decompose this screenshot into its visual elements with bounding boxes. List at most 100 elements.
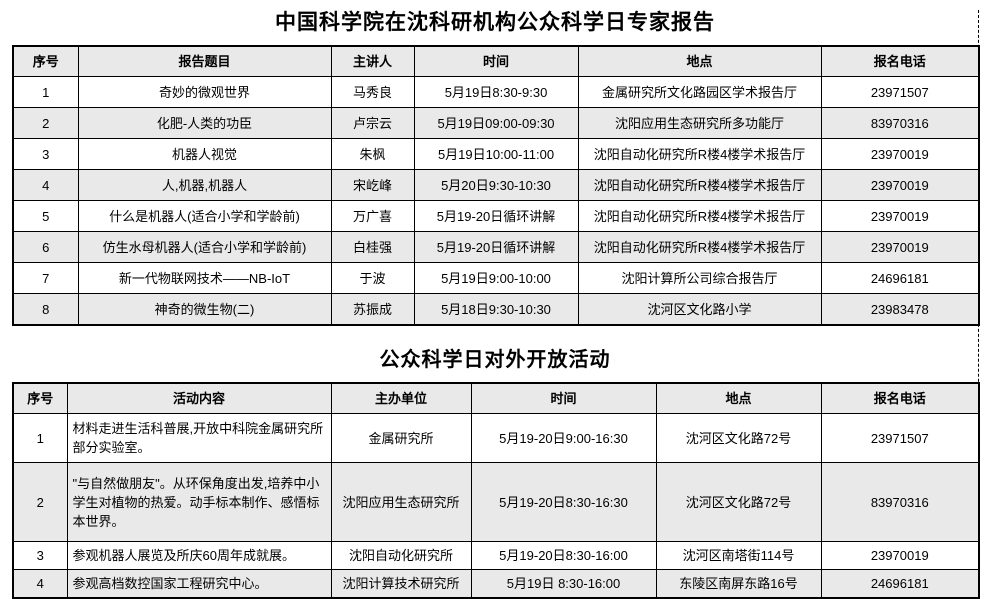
cell-phone: 23970019 [820,541,980,570]
activities-table-title: 公众科学日对外开放活动 [379,349,611,371]
cell-speaker: 朱枫 [330,138,415,170]
cell-index: 8 [12,293,79,326]
table-row: 5 什么是机器人(适合小学和学龄前) 万广喜 5月19-20日循环讲解 沈阳自动化研究所… [12,200,980,232]
header-phone: 报名电话 [820,45,980,77]
cell-organizer: 沈阳自动化研究所 [330,541,472,570]
table-row: 3 机器人视觉 朱枫 5月19日10:00-11:00 沈阳自动化研究所R楼4楼学术报告… [12,138,980,170]
cell-location: 沈河区南塔街114号 [655,541,822,570]
cell-phone: 23970019 [820,169,980,201]
header-index: 序号 [12,382,68,414]
cell-index: 6 [12,231,79,263]
cell-organizer: 沈阳计算技术研究所 [330,569,472,599]
cell-index: 3 [12,138,79,170]
cell-topic: 人,机器,机器人 [77,169,332,201]
cell-speaker: 苏振成 [330,293,415,326]
cell-organizer: 沈阳应用生态研究所 [330,462,472,542]
cell-phone: 24696181 [820,262,980,294]
cell-topic: 神奇的微生物(二) [77,293,332,326]
cell-location: 沈阳自动化研究所R楼4楼学术报告厅 [577,169,822,201]
cell-time: 5月19-20日8:30-16:00 [470,541,657,570]
cell-speaker: 万广喜 [330,200,415,232]
header-phone: 报名电话 [820,382,980,414]
cell-phone: 83970316 [820,107,980,139]
cell-location: 金属研究所文化路园区学术报告厅 [577,76,822,108]
cell-phone: 23971507 [820,76,980,108]
table-row: 2 化肥-人类的功臣 卢宗云 5月19日09:00-09:30 沈阳应用生态研究所多功能… [12,107,980,139]
cell-topic: 奇妙的微观世界 [77,76,332,108]
cell-index: 2 [12,107,79,139]
cell-index: 5 [12,200,79,232]
cell-content: "与自然做朋友"。从环保角度出发,培养中小学生对植物的热爱。动手标本制作、感悟标… [66,462,332,542]
cell-phone: 23983478 [820,293,980,326]
table-row: 4 人,机器,机器人 宋屹峰 5月20日9:30-10:30 沈阳自动化研究所R楼4楼学… [12,169,980,201]
table-row: 6 仿生水母机器人(适合小学和学龄前) 白桂强 5月19-20日循环讲解 沈阳自动化研究… [12,231,980,263]
header-time: 时间 [413,45,579,77]
cell-speaker: 白桂强 [330,231,415,263]
table-row: 1 材料走进生活科普展,开放中科院金属研究所部分实验室。 金属研究所 5月19-20日… [12,413,980,463]
cell-location: 沈阳计算所公司综合报告厅 [577,262,822,294]
cell-time: 5月19-20日9:00-16:30 [470,413,657,463]
header-content: 活动内容 [66,382,332,414]
cell-time: 5月19日9:00-10:00 [413,262,579,294]
cell-index: 7 [12,262,79,294]
header-topic: 报告题目 [77,45,332,77]
cell-speaker: 宋屹峰 [330,169,415,201]
cell-phone: 23970019 [820,200,980,232]
cell-location: 沈河区文化路小学 [577,293,822,326]
cell-topic: 化肥-人类的功臣 [77,107,332,139]
cell-speaker: 于波 [330,262,415,294]
cell-topic: 新一代物联网技术——NB-IoT [77,262,332,294]
cell-location: 沈河区文化路72号 [655,462,822,542]
cell-content: 材料走进生活科普展,开放中科院金属研究所部分实验室。 [66,413,332,463]
cell-location: 沈阳自动化研究所R楼4楼学术报告厅 [577,231,822,263]
cell-time: 5月19日8:30-9:30 [413,76,579,108]
cell-topic: 什么是机器人(适合小学和学龄前) [77,200,332,232]
cell-time: 5月20日9:30-10:30 [413,169,579,201]
cell-time: 5月19-20日循环讲解 [413,200,579,232]
cell-index: 4 [12,169,79,201]
cell-location: 东陵区南屏东路16号 [655,569,822,599]
table-row: 2 "与自然做朋友"。从环保角度出发,培养中小学生对植物的热爱。动手标本制作、感悟… [12,462,980,542]
table-row: 3 参观机器人展览及所庆60周年成就展。 沈阳自动化研究所 5月19-20日8:30-… [12,541,980,570]
cell-location: 沈阳自动化研究所R楼4楼学术报告厅 [577,200,822,232]
header-organizer: 主办单位 [330,382,472,414]
cell-time: 5月19-20日循环讲解 [413,231,579,263]
report-table-title: 中国科学院在沈科研机构公众科学日专家报告 [275,11,715,34]
cell-location: 沈河区文化路72号 [655,413,822,463]
cell-index: 2 [12,462,68,542]
cell-time: 5月19日10:00-11:00 [413,138,579,170]
cell-phone: 23971507 [820,413,980,463]
table-row: 8 神奇的微生物(二) 苏振成 5月18日9:30-10:30 沈河区文化路小学 2398… [12,293,980,326]
cell-time: 5月19日 8:30-16:00 [470,569,657,599]
header-time: 时间 [470,382,657,414]
cell-speaker: 马秀良 [330,76,415,108]
header-speaker: 主讲人 [330,45,415,77]
cell-index: 3 [12,541,68,570]
cell-time: 5月18日9:30-10:30 [413,293,579,326]
cell-content: 参观高档数控国家工程研究中心。 [66,569,332,599]
cell-time: 5月19-20日8:30-16:30 [470,462,657,542]
cell-index: 4 [12,569,68,599]
cell-topic: 仿生水母机器人(适合小学和学龄前) [77,231,332,263]
cell-phone: 24696181 [820,569,980,599]
activities-header-row: 序号 活动内容 主办单位 时间 地点 报名电话 [12,382,980,414]
open-activities-table: 序号 活动内容 主办单位 时间 地点 报名电话 1 材料走进生活科普展,开放中科院… [12,382,980,599]
cell-speaker: 卢宗云 [330,107,415,139]
table-row: 4 参观高档数控国家工程研究中心。 沈阳计算技术研究所 5月19日 8:30-16:0… [12,569,980,599]
table-row: 7 新一代物联网技术——NB-IoT 于波 5月19日9:00-10:00 沈阳计算所公… [12,262,980,294]
cell-phone: 23970019 [820,231,980,263]
cell-content: 参观机器人展览及所庆60周年成就展。 [66,541,332,570]
cell-index: 1 [12,413,68,463]
header-index: 序号 [12,45,79,77]
cell-phone: 23970019 [820,138,980,170]
expert-report-table: 序号 报告题目 主讲人 时间 地点 报名电话 1 奇妙的微观世界 马秀良 5月19日8… [12,45,980,326]
cell-location: 沈阳应用生态研究所多功能厅 [577,107,822,139]
report-header-row: 序号 报告题目 主讲人 时间 地点 报名电话 [12,45,980,77]
table-row: 1 奇妙的微观世界 马秀良 5月19日8:30-9:30 金属研究所文化路园区学术报告厅… [12,76,980,108]
cell-index: 1 [12,76,79,108]
cell-topic: 机器人视觉 [77,138,332,170]
cell-phone: 83970316 [820,462,980,542]
cell-organizer: 金属研究所 [330,413,472,463]
cell-time: 5月19日09:00-09:30 [413,107,579,139]
header-location: 地点 [577,45,822,77]
